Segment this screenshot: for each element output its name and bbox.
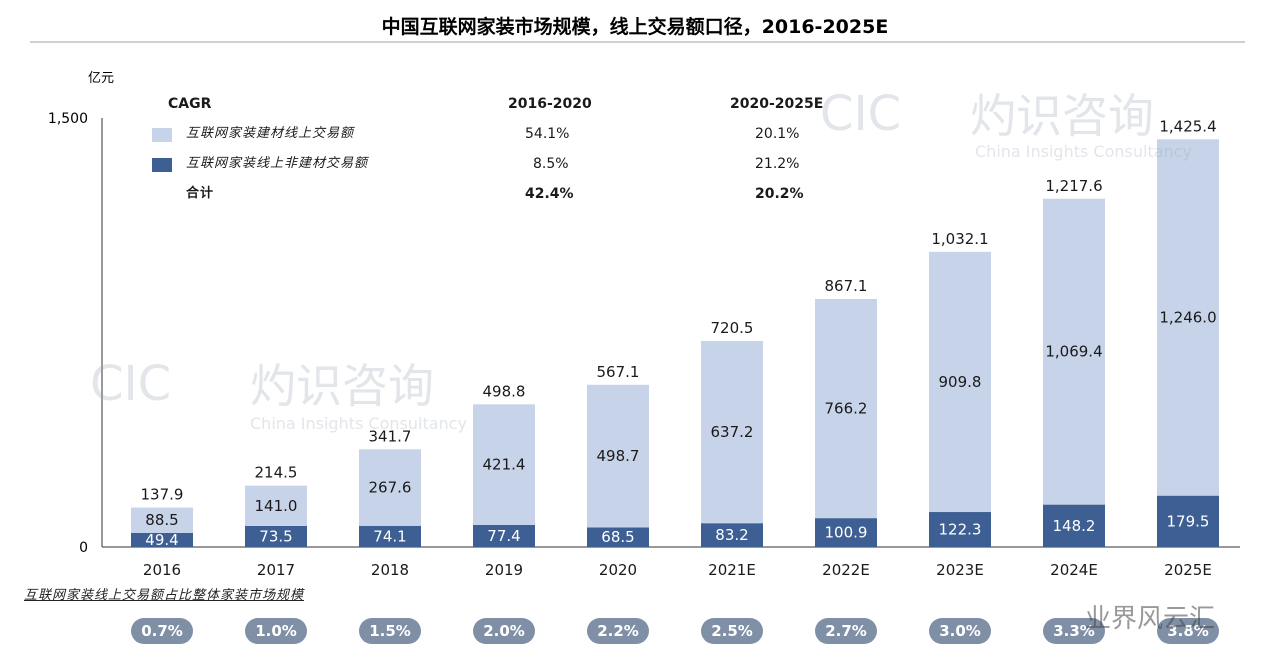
bar-total-label: 498.8 bbox=[483, 382, 526, 400]
bar-total-label: 137.9 bbox=[141, 486, 184, 504]
segment-value-label: 498.7 bbox=[597, 447, 640, 465]
segment-value-label: 68.5 bbox=[601, 528, 634, 546]
segment-value-label: 909.8 bbox=[939, 373, 982, 391]
share-pill: 1.0% bbox=[245, 618, 307, 644]
bar-segment-non-building bbox=[359, 525, 421, 547]
x-tick-label: 2021E bbox=[708, 561, 756, 579]
segment-value-label: 1,246.0 bbox=[1159, 308, 1216, 326]
segment-value-label: 77.4 bbox=[487, 527, 520, 545]
bar-segment-non-building bbox=[587, 527, 649, 547]
cagr-header-period-1: 2016-2020 bbox=[508, 96, 592, 112]
bar-segment-non-building bbox=[131, 532, 193, 547]
bar-segment-non-building bbox=[929, 512, 991, 547]
legend-swatch-dark bbox=[152, 158, 172, 172]
share-pill: 3.0% bbox=[929, 618, 991, 644]
cagr-value: 21.2% bbox=[755, 156, 800, 172]
bar-segment-building bbox=[587, 384, 649, 528]
cagr-value: 8.5% bbox=[533, 156, 569, 172]
bar-total-label: 567.1 bbox=[597, 363, 640, 381]
share-pill: 2.2% bbox=[587, 618, 649, 644]
bar-total-label: 720.5 bbox=[711, 319, 754, 337]
bars-group: 49.4 88.5 137.9 2016 73.5 141.0 214.5 2017 74.1 2… bbox=[131, 117, 1219, 579]
cagr-value: 54.1% bbox=[525, 126, 570, 142]
segment-value-label: 49.4 bbox=[145, 531, 178, 549]
bar-segment-building bbox=[1157, 139, 1219, 496]
bar-segment-building bbox=[1043, 198, 1105, 505]
chart-title: 中国互联网家装市场规模，线上交易额口径，2016-2025E bbox=[382, 15, 889, 38]
bar-total-label: 1,217.6 bbox=[1045, 177, 1102, 195]
segment-value-label: 141.0 bbox=[255, 497, 298, 515]
y-tick-zero: 0 bbox=[79, 540, 88, 556]
share-pill: 2.5% bbox=[701, 618, 763, 644]
legend-swatch-light bbox=[152, 128, 172, 142]
x-tick-label: 2016 bbox=[143, 561, 181, 579]
share-pill: 3.3% bbox=[1043, 618, 1105, 644]
bar-segment-building bbox=[359, 449, 421, 526]
segment-value-label: 766.2 bbox=[825, 400, 868, 418]
share-pill: 0.7% bbox=[131, 618, 193, 644]
bar-segment-building bbox=[929, 251, 991, 513]
y-axis-unit: 亿元 bbox=[88, 71, 114, 86]
share-caption: 互联网家装线上交易额占比整体家装市场规模 bbox=[24, 588, 305, 603]
cagr-row-non-building-materials: 互联网家装线上非建材交易额 8.5% 21.2% bbox=[150, 152, 850, 182]
segment-value-label: 74.1 bbox=[373, 527, 406, 545]
cagr-header-row: CAGR 2016-2020 2020-2025E bbox=[150, 92, 850, 122]
segment-value-label: 1,069.4 bbox=[1045, 343, 1102, 361]
share-pill: 1.5% bbox=[359, 618, 421, 644]
segment-value-label: 637.2 bbox=[711, 423, 754, 441]
legend-label-building-materials: 互联网家装建材线上交易额 bbox=[186, 126, 355, 141]
bar-segment-building bbox=[131, 507, 193, 533]
cagr-value: 42.4% bbox=[525, 186, 574, 202]
segment-value-label: 122.3 bbox=[939, 521, 982, 539]
segment-value-label: 179.5 bbox=[1167, 512, 1210, 530]
bar-segment-non-building bbox=[1157, 495, 1219, 547]
bar-segment-building bbox=[473, 404, 535, 525]
bar-total-label: 867.1 bbox=[825, 277, 868, 295]
segment-value-label: 100.9 bbox=[825, 524, 868, 542]
x-tick-label: 2022E bbox=[822, 561, 870, 579]
segment-value-label: 88.5 bbox=[145, 511, 178, 529]
bar-segment-non-building bbox=[701, 523, 763, 547]
cagr-table: CAGR 2016-2020 2020-2025E 互联网家装建材线上交易额 5… bbox=[150, 92, 850, 212]
x-tick-label: 2025E bbox=[1164, 561, 1212, 579]
x-tick-label: 2024E bbox=[1050, 561, 1098, 579]
bar-segment-non-building bbox=[473, 524, 535, 547]
bar-total-label: 1,032.1 bbox=[931, 230, 988, 248]
bar-total-label: 341.7 bbox=[369, 427, 412, 445]
share-pill: 3.8% bbox=[1157, 618, 1219, 644]
bar-segment-building bbox=[245, 485, 307, 526]
segment-value-label: 421.4 bbox=[483, 456, 526, 474]
segment-value-label: 267.6 bbox=[369, 479, 412, 497]
segment-value-label: 73.5 bbox=[259, 527, 292, 545]
bar-total-label: 1,425.4 bbox=[1159, 117, 1216, 135]
cagr-header-label: CAGR bbox=[168, 96, 212, 112]
x-tick-label: 2017 bbox=[257, 561, 295, 579]
x-tick-label: 2020 bbox=[599, 561, 637, 579]
cagr-header-period-2: 2020-2025E bbox=[730, 96, 824, 112]
bar-segment-non-building bbox=[815, 518, 877, 547]
bar-segment-non-building bbox=[245, 525, 307, 547]
cagr-row-total: 合计 42.4% 20.2% bbox=[150, 182, 850, 212]
x-tick-label: 2019 bbox=[485, 561, 523, 579]
x-tick-label: 2023E bbox=[936, 561, 984, 579]
x-tick-label: 2018 bbox=[371, 561, 409, 579]
bar-segment-building bbox=[815, 299, 877, 519]
cagr-value: 20.2% bbox=[755, 186, 804, 202]
y-tick-max: 1,500 bbox=[48, 111, 88, 127]
legend-label-non-building-materials: 互联网家装线上非建材交易额 bbox=[186, 156, 369, 171]
segment-value-label: 148.2 bbox=[1053, 517, 1096, 535]
bar-segment-non-building bbox=[1043, 504, 1105, 547]
cagr-value: 20.1% bbox=[755, 126, 800, 142]
share-pill: 2.7% bbox=[815, 618, 877, 644]
segment-value-label: 83.2 bbox=[715, 526, 748, 544]
share-pill: 2.0% bbox=[473, 618, 535, 644]
bar-total-label: 214.5 bbox=[255, 464, 298, 482]
cagr-row-building-materials: 互联网家装建材线上交易额 54.1% 20.1% bbox=[150, 122, 850, 152]
cagr-total-label: 合计 bbox=[186, 186, 215, 201]
bar-segment-building bbox=[701, 340, 763, 524]
